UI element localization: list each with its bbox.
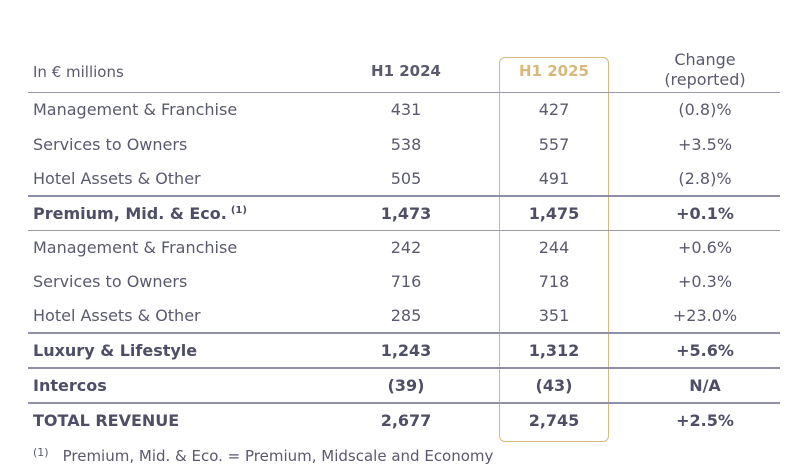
change-header-line2: (reported) — [664, 70, 746, 89]
h1-2025-highlight-frame — [499, 57, 609, 442]
header-divider — [28, 92, 780, 93]
change-header-line1: Change — [674, 50, 736, 69]
value-h1-2025: 427 — [538, 100, 570, 119]
column-header-h1-2025: H1 2025 — [519, 62, 589, 80]
table-row: Hotel Assets & Other 285 351 +23.0% — [0, 299, 807, 333]
value-h1-2025: (43) — [535, 376, 573, 395]
intercos-row: Intercos (39) (43) N/A — [0, 369, 807, 403]
row-label: Management & Franchise — [33, 100, 238, 119]
row-label: TOTAL REVENUE — [33, 411, 180, 430]
row-label: Intercos — [33, 376, 107, 395]
value-h1-2024: (39) — [387, 376, 425, 395]
value-h1-2025: 1,312 — [528, 341, 580, 360]
footnote-mark: (1) — [33, 446, 49, 459]
row-label: Luxury & Lifestyle — [33, 341, 198, 360]
value-change: (0.8)% — [678, 100, 732, 119]
value-h1-2024: 538 — [390, 135, 422, 154]
value-change: (2.8)% — [678, 169, 732, 188]
value-change: +23.0% — [672, 306, 738, 325]
subtotal-divider — [28, 195, 780, 197]
units-label: In € millions — [33, 63, 124, 81]
value-h1-2024: 431 — [390, 100, 422, 119]
column-header-h1-2024: H1 2024 — [371, 62, 441, 80]
value-h1-2025: 1,475 — [528, 204, 580, 223]
total-row: TOTAL REVENUE 2,677 2,745 +2.5% — [0, 404, 807, 438]
value-h1-2025: 491 — [538, 169, 570, 188]
section-divider — [28, 367, 780, 369]
value-change: +0.6% — [677, 238, 733, 257]
value-change: +0.1% — [676, 204, 734, 223]
table-row: Management & Franchise 242 244 +0.6% — [0, 231, 807, 265]
value-h1-2025: 718 — [538, 272, 570, 291]
value-h1-2024: 1,473 — [380, 204, 432, 223]
value-h1-2025: 351 — [538, 306, 570, 325]
value-h1-2024: 242 — [390, 238, 422, 257]
value-change: +3.5% — [677, 135, 733, 154]
value-h1-2024: 505 — [390, 169, 422, 188]
row-label: Services to Owners — [33, 135, 188, 154]
table-row: Services to Owners 538 557 +3.5% — [0, 128, 807, 162]
table-row: Management & Franchise 431 427 (0.8)% — [0, 93, 807, 127]
section-divider — [28, 230, 780, 231]
value-change: N/A — [689, 376, 721, 395]
table-row: Services to Owners 716 718 +0.3% — [0, 265, 807, 299]
footnote: (1) Premium, Mid. & Eco. = Premium, Midsc… — [33, 446, 494, 465]
value-change: +2.5% — [676, 411, 734, 430]
row-label: Hotel Assets & Other — [33, 169, 201, 188]
footnote-ref: (1) — [230, 205, 247, 216]
row-label: Premium, Mid. & Eco. (1) — [33, 197, 247, 231]
subtotal-label: Premium, Mid. & Eco. — [33, 204, 227, 223]
value-change: +0.3% — [677, 272, 733, 291]
value-h1-2024: 285 — [390, 306, 422, 325]
subtotal-divider — [28, 332, 780, 334]
value-h1-2024: 716 — [390, 272, 422, 291]
subtotal-row: Luxury & Lifestyle 1,243 1,312 +5.6% — [0, 334, 807, 368]
row-label: Hotel Assets & Other — [33, 306, 201, 325]
value-h1-2024: 1,243 — [380, 341, 432, 360]
value-change: +5.6% — [676, 341, 734, 360]
value-h1-2025: 557 — [538, 135, 570, 154]
value-h1-2024: 2,677 — [380, 411, 432, 430]
value-h1-2025: 2,745 — [528, 411, 580, 430]
row-label: Services to Owners — [33, 272, 188, 291]
subtotal-row: Premium, Mid. & Eco. (1) 1,473 1,475 +0.1… — [0, 197, 807, 231]
table-row: Hotel Assets & Other 505 491 (2.8)% — [0, 162, 807, 196]
column-header-change: Change (reported) — [640, 50, 770, 90]
row-label: Management & Franchise — [33, 238, 238, 257]
total-divider — [28, 402, 780, 404]
value-h1-2025: 244 — [538, 238, 570, 257]
footnote-text: Premium, Mid. & Eco. = Premium, Midscale… — [62, 447, 494, 465]
